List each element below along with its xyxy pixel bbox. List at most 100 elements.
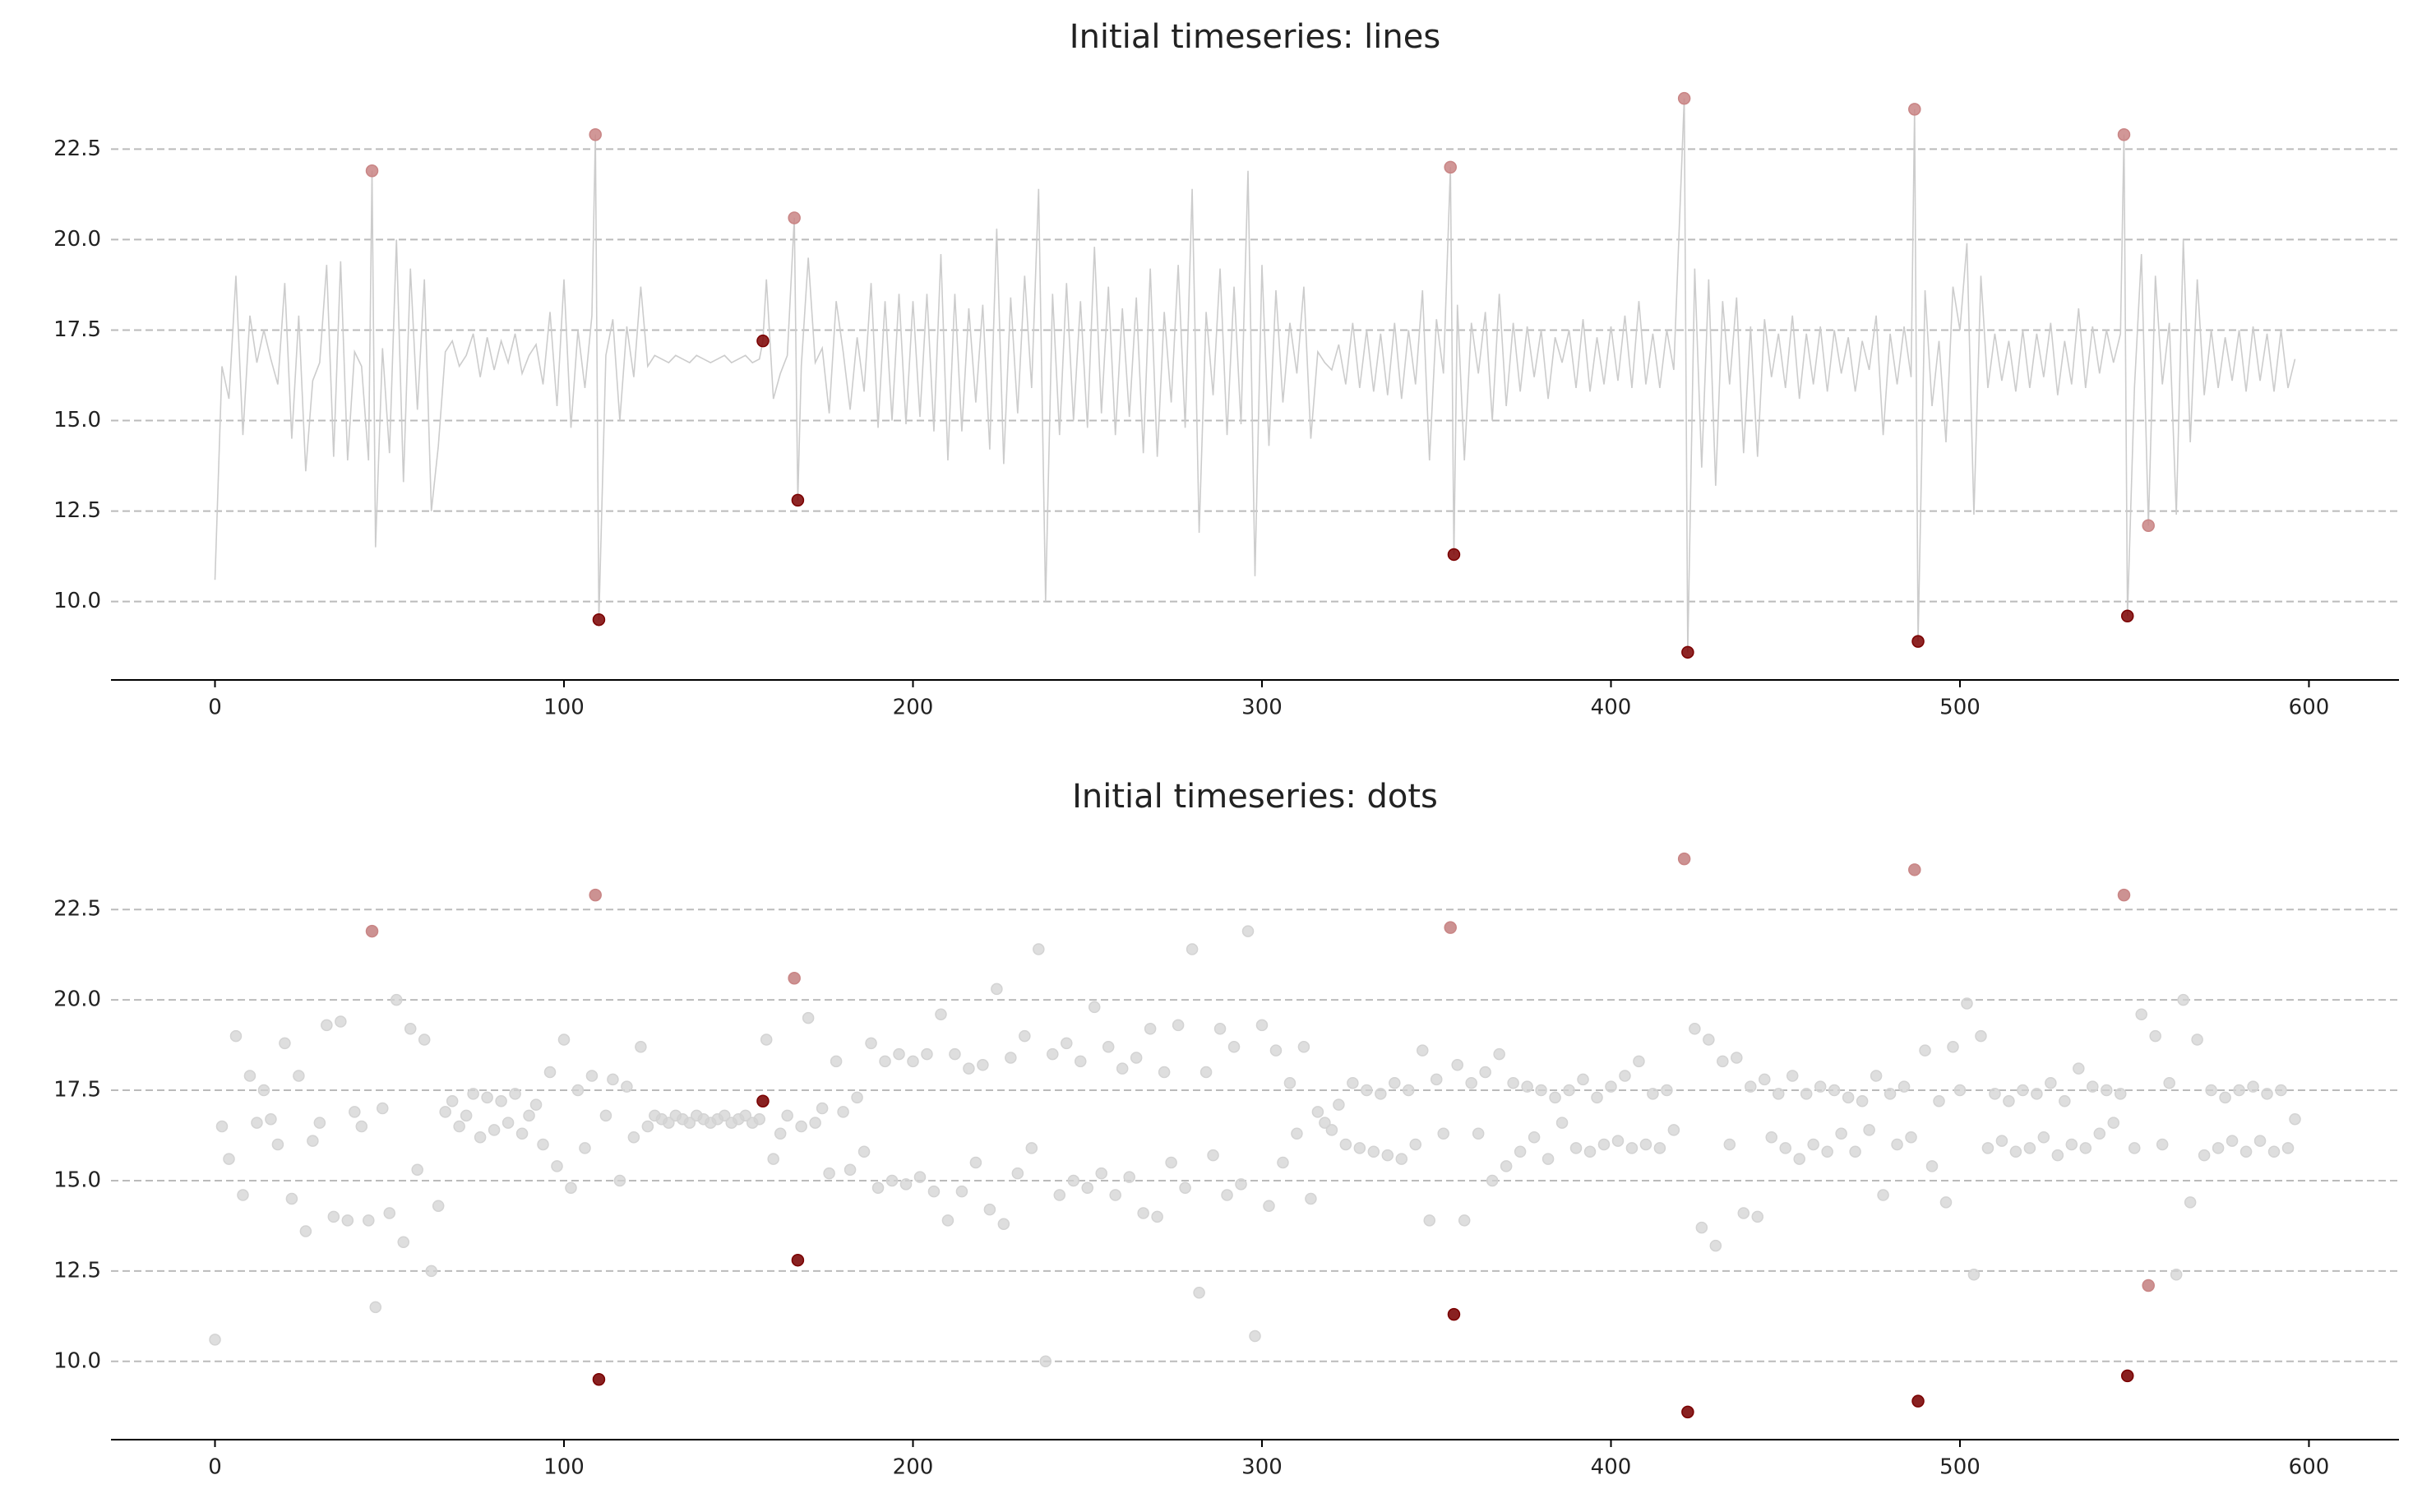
series-dot [1555,1117,1569,1129]
series-dot [1731,1052,1743,1064]
series-dot [1967,1269,1981,1281]
highlight-dot [2117,127,2131,141]
series-dot [1025,1142,1038,1154]
series-dot [418,1033,431,1046]
series-dot [1619,1070,1631,1082]
series-dot [327,1210,340,1223]
series-dot [1353,1142,1366,1154]
x-tick-label: 300 [1241,1455,1283,1480]
series-dot [2239,1145,2253,1158]
series-dot [1975,1029,1987,1043]
series-dot [1723,1138,1736,1151]
series-dot [439,1106,451,1118]
series-dot [453,1120,465,1133]
highlight-dot [1908,863,1921,876]
series-dot [1863,1124,1875,1136]
series-dot [2156,1138,2169,1151]
series-dot [1193,1287,1205,1299]
series-dot [1577,1073,1589,1086]
series-dot [1116,1062,1129,1075]
series-dot [1779,1142,1791,1154]
series-dot [2115,1088,2127,1100]
y-tick-label: 20.0 [53,987,101,1012]
series-dot [1625,1142,1639,1154]
series-dot [474,1131,487,1144]
series-dot [1319,1117,1331,1129]
series-dot [641,1120,654,1133]
series-dot [363,1214,375,1227]
series-dot [1039,1355,1052,1368]
series-dot [857,1145,871,1158]
highlight-dot [2117,888,2131,902]
series-dot [635,1041,647,1053]
series-dot [515,1127,529,1140]
series-dot [1549,1091,1561,1104]
subplot: Initial timeseries: lines 10.0 12.5 15.0 17.… [53,18,2399,720]
subplot: Initial timeseries: dots 10.0 12.5 15.0 17.5… [53,778,2399,1480]
series-dot [885,1174,899,1187]
series-dot [523,1109,535,1122]
series-dot [893,1047,905,1061]
series-dot [209,1334,221,1346]
series-dot [565,1181,577,1195]
series-dot [2247,1080,2259,1093]
highlight-dot [1677,852,1691,866]
y-tick-label: 22.5 [53,897,101,922]
series-dot [1389,1076,1401,1089]
x-tick-label: 500 [1939,1455,1981,1480]
series-dot [543,1066,557,1079]
highlight-dot [589,888,602,902]
y-tick-label: 17.5 [53,1078,101,1103]
series-dot [1283,1076,1297,1089]
series-dot [2017,1084,2029,1097]
series-dot [1905,1131,1917,1144]
series-dot [397,1236,409,1248]
y-tick-label: 10.0 [53,1348,101,1373]
series-dot [963,1062,975,1075]
series-dot [1430,1073,1443,1086]
series-dot [335,1015,347,1028]
series-dot [321,1019,333,1032]
series-dot [1759,1073,1771,1086]
series-dot [1479,1066,1491,1079]
series-dot [837,1106,849,1118]
series-dot [913,1171,927,1183]
highlight-dot [1911,1394,1925,1408]
series-dot [663,1117,675,1129]
chart-title: Initial timeseries: lines [1070,18,1440,56]
series-dot [446,1094,459,1107]
series-dot [1689,1023,1701,1035]
x-tick-label: 300 [1241,696,1283,720]
series-dot [991,983,1003,996]
series-dot [1709,1239,1722,1252]
series-dot [2003,1094,2015,1107]
series-dot [425,1265,437,1278]
series-dot [1451,1059,1463,1071]
series-dot [983,1203,996,1216]
series-dot [1605,1080,1617,1093]
series-dot [293,1070,305,1082]
series-dot [2226,1135,2239,1147]
series-dot [2184,1196,2197,1209]
series-dot [307,1135,319,1147]
series-dot [927,1185,941,1198]
series-dot [941,1214,954,1227]
series-dot [739,1109,751,1122]
y-tick-label: 12.5 [53,498,101,523]
series-dot [781,1109,793,1122]
series-dot [879,1055,891,1068]
series-dot [1144,1023,1157,1035]
series-dot [809,1117,821,1129]
series-dot [1989,1088,2001,1100]
series-dot [1005,1052,1017,1064]
highlight-dot [1444,921,1457,934]
series-dot [760,1033,773,1046]
series-dot [2037,1131,2050,1144]
series-dot [432,1200,445,1212]
highlight-dot [791,493,805,507]
series-dot [1186,943,1199,955]
series-dot [2163,1076,2175,1089]
series-dot [621,1080,633,1093]
series-dot [285,1192,298,1205]
series-dot [1417,1044,1429,1057]
